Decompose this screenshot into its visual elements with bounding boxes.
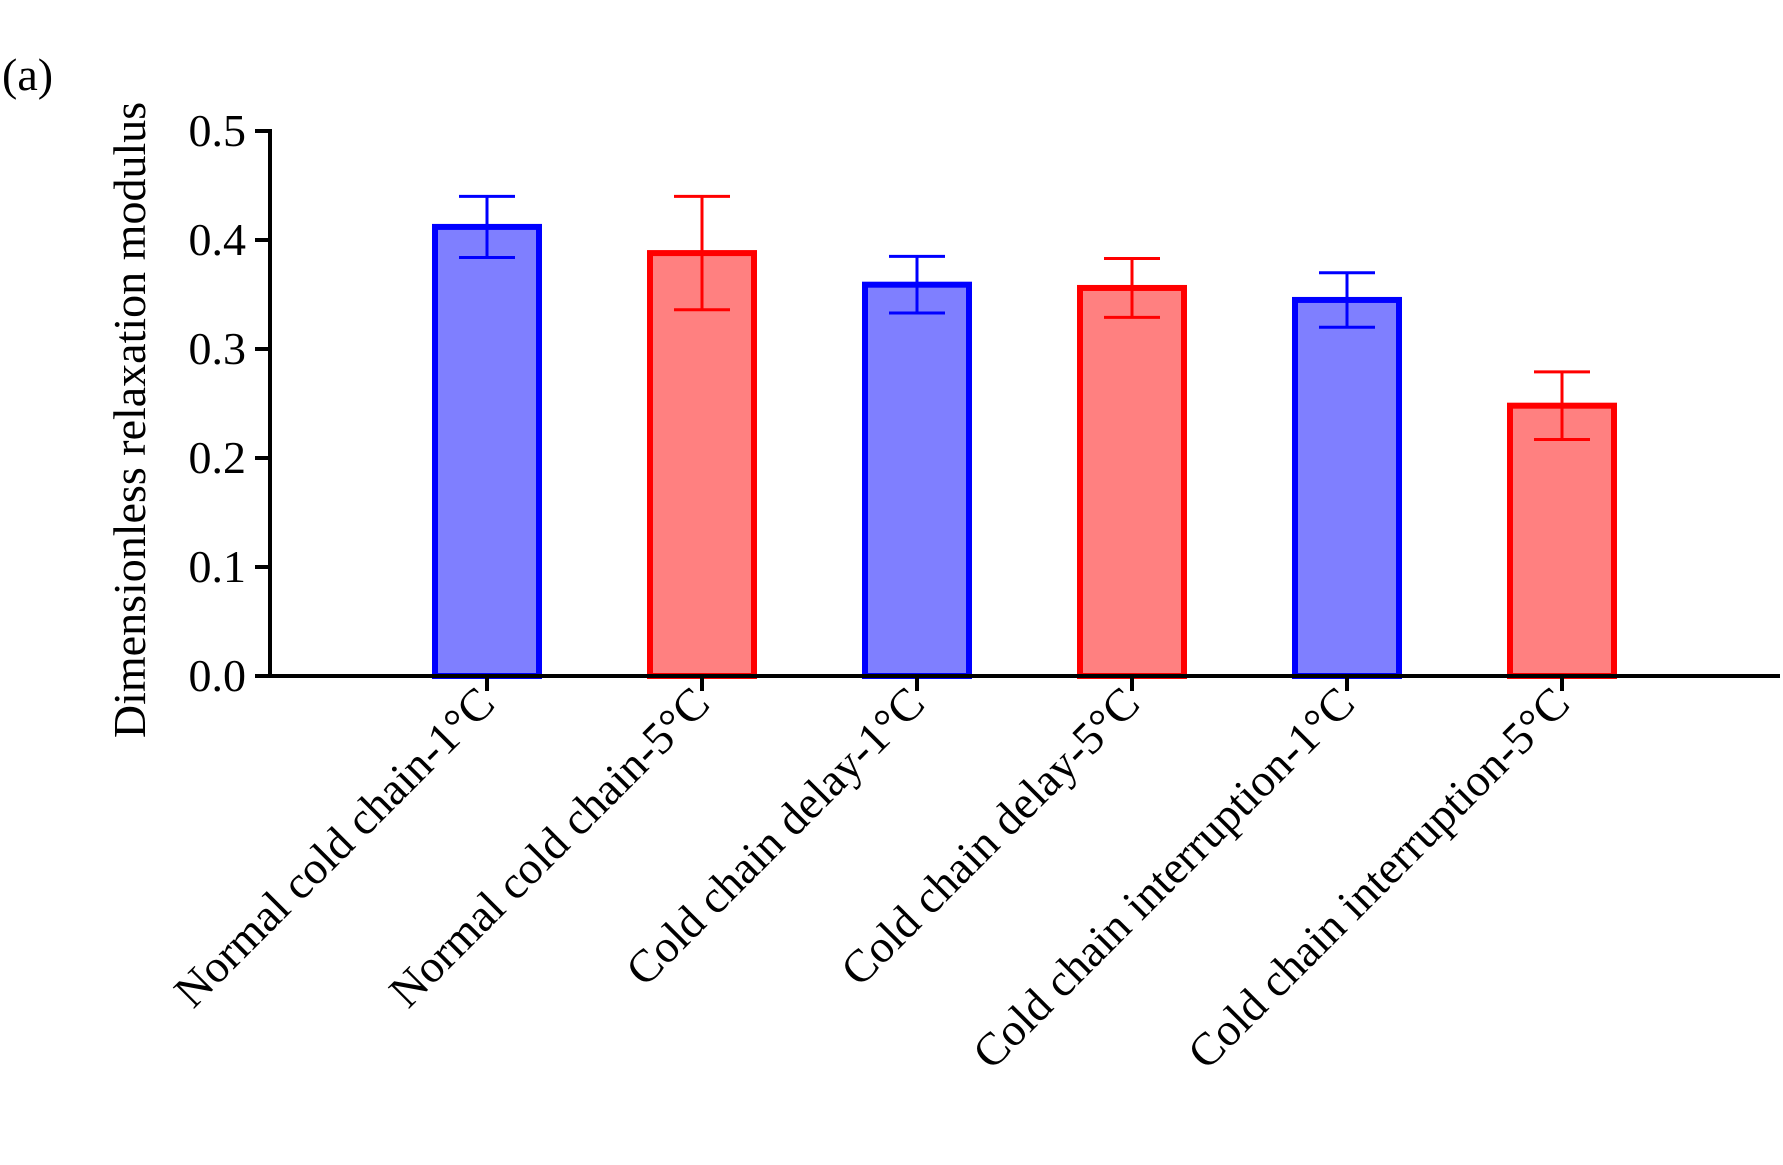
x-tick-label-6: Cold chain interruption-5°C [1178,677,1579,1078]
error-bar-6 [1534,370,1590,441]
error-bars-layer [459,194,1590,441]
y-tick-label: 0.5 [189,105,247,156]
error-bar-2 [674,194,730,312]
y-tick-label: 0.3 [189,323,247,374]
x-tick-label-5: Cold chain interruption-1°C [963,677,1364,1078]
bar-1 [432,223,542,679]
bar-5 [1292,296,1402,679]
bar-2 [647,250,757,680]
y-tick-label: 0.0 [189,650,247,701]
panel-label: (a) [2,49,53,100]
y-tick-label: 0.1 [189,541,247,592]
error-bar-4 [1104,257,1160,319]
y-axis-title: Dimensionless relaxation modulus [104,102,155,738]
axes-layer [268,129,1780,678]
bars-layer [432,223,1617,680]
y-tick-label: 0.2 [189,432,247,483]
bar-4 [1077,284,1187,679]
y-ticks-layer: 0.0 0.1 0.2 0.3 0.4 0.5 [189,105,1564,701]
error-bar-5 [1319,271,1375,329]
error-bar-3 [889,254,945,315]
bar-3 [862,281,972,679]
error-bar-1 [459,194,515,259]
bar-6 [1507,402,1617,679]
y-tick-label: 0.4 [189,214,247,265]
